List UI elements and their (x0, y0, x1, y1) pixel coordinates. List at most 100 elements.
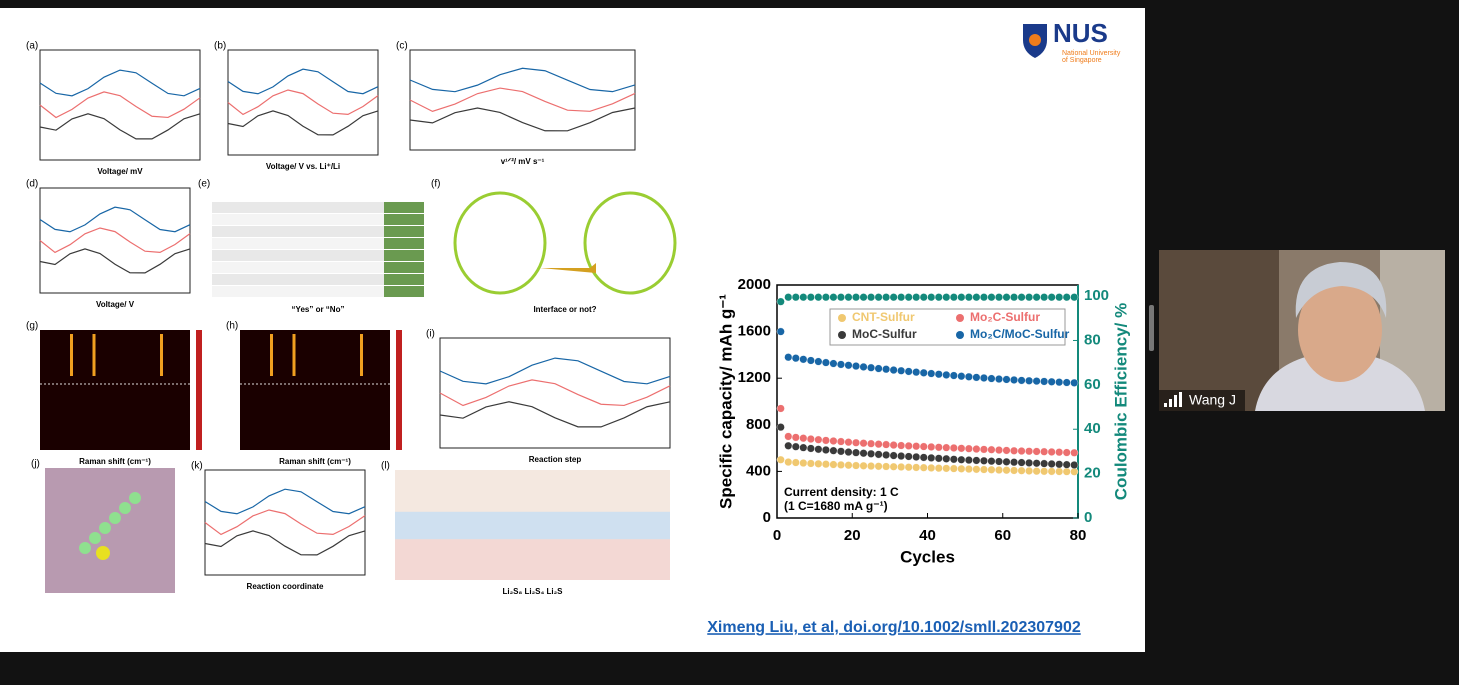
point (784, 293, 793, 302)
point (904, 463, 913, 472)
table-row (212, 226, 424, 237)
point (927, 369, 936, 378)
diagram-arrow (540, 263, 596, 273)
point (799, 459, 808, 468)
legend-marker (838, 331, 846, 339)
video-hair (1295, 262, 1387, 318)
point (904, 293, 913, 302)
signal-bar (1169, 399, 1172, 407)
point (882, 450, 891, 459)
point (799, 293, 808, 302)
point (964, 293, 973, 302)
point (821, 460, 830, 469)
point (897, 462, 906, 471)
point (814, 435, 823, 444)
y2-tick-label: 60 (1084, 376, 1101, 393)
y2-tick-label: 80 (1084, 331, 1101, 348)
point (1002, 466, 1011, 475)
table-row (212, 286, 424, 297)
panel-caption: Raman shift (cm⁻¹) (79, 457, 151, 466)
point (904, 441, 913, 450)
point (979, 445, 988, 454)
point (776, 455, 785, 464)
point (994, 466, 1003, 475)
figure-panels: (a) Voltage/ mV (b) Voltage/ V vs. Li⁺/Li (c… (26, 41, 677, 596)
point (927, 442, 936, 451)
chart: 0 400 800 1200 1600 2000 0 20 40 60 80 100 0 20 40 60 80… (716, 276, 1130, 567)
panel-caption: Voltage/ mV (97, 167, 143, 176)
point (1032, 447, 1041, 456)
point (897, 441, 906, 450)
point (784, 441, 793, 450)
point (799, 355, 808, 364)
panel-caption: v¹ᐟ²/ mV s⁻¹ (501, 157, 545, 166)
panel-label: (j) (31, 459, 40, 470)
point (1055, 293, 1064, 302)
point (836, 293, 845, 302)
atom (79, 542, 91, 554)
table-row (212, 238, 424, 249)
point (994, 293, 1003, 302)
table-cell (384, 274, 424, 285)
panel-heatmap (240, 330, 390, 450)
panel-curve (439, 357, 671, 385)
point (874, 450, 883, 459)
scroll-handle[interactable] (1149, 305, 1154, 351)
point (806, 293, 815, 302)
panel-label: (a) (26, 41, 38, 52)
atom (109, 512, 121, 524)
point (814, 445, 823, 454)
point (874, 440, 883, 449)
table-row (212, 250, 424, 261)
panel-curve (39, 91, 201, 119)
point (1017, 447, 1026, 456)
point (1025, 293, 1034, 302)
point (1025, 458, 1034, 467)
point (844, 438, 853, 447)
heat-streak (160, 334, 163, 376)
point (836, 447, 845, 456)
panel-curve (39, 206, 191, 233)
point (1010, 375, 1019, 384)
point (927, 453, 936, 462)
point (934, 464, 943, 473)
point (972, 465, 981, 474)
diagram-loop (453, 191, 547, 295)
lattice-band (395, 539, 670, 580)
point (1055, 378, 1064, 387)
point (987, 457, 996, 466)
point (829, 446, 838, 455)
y2-axis-title: Coulombic Efficiency/ % (1111, 303, 1130, 500)
point (987, 445, 996, 454)
point (874, 364, 883, 373)
point (1032, 293, 1041, 302)
point (957, 444, 966, 453)
table-row (212, 202, 424, 213)
point (957, 372, 966, 381)
panel-curve (39, 113, 201, 140)
point (972, 456, 981, 465)
point (776, 327, 785, 336)
point (1040, 293, 1049, 302)
point (1055, 467, 1064, 476)
point (776, 297, 785, 306)
point (821, 436, 830, 445)
legend-marker (956, 331, 964, 339)
point (942, 370, 951, 379)
point (979, 456, 988, 465)
panel-caption: Li₂S₈ Li₂S₄ Li₂S (502, 587, 563, 596)
point (882, 365, 891, 374)
panel-curve (409, 87, 636, 113)
table-cell (384, 262, 424, 273)
point (867, 439, 876, 448)
y2-tick-label: 40 (1084, 420, 1101, 437)
panel-curve (227, 110, 379, 136)
logo-lion (1029, 34, 1041, 46)
table-cell (384, 286, 424, 297)
logo-name: NUS (1053, 18, 1108, 48)
point (791, 442, 800, 451)
citation[interactable]: Ximeng Liu, et al, doi.org/10.1002/smll.… (707, 619, 1081, 636)
y-tick-label: 0 (763, 509, 771, 526)
point (972, 445, 981, 454)
table-cell (384, 214, 424, 225)
